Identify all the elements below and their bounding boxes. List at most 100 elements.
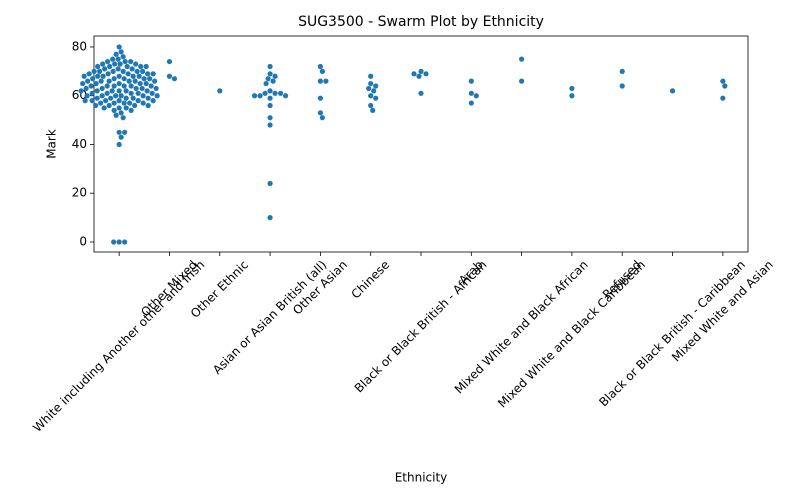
point bbox=[418, 90, 424, 96]
point bbox=[722, 83, 728, 89]
point bbox=[84, 93, 90, 99]
point bbox=[270, 78, 276, 84]
point bbox=[145, 102, 151, 109]
point bbox=[519, 56, 525, 62]
point bbox=[115, 66, 121, 72]
point bbox=[148, 83, 154, 89]
point bbox=[100, 61, 106, 67]
point bbox=[116, 88, 122, 94]
point bbox=[282, 93, 289, 99]
point bbox=[89, 98, 95, 104]
y-tick-label: 0 bbox=[79, 235, 87, 249]
point bbox=[78, 88, 84, 94]
x-axis-label: Ethnicity bbox=[395, 471, 448, 485]
point bbox=[97, 68, 103, 74]
point bbox=[130, 73, 136, 79]
point bbox=[145, 71, 151, 77]
point bbox=[317, 78, 323, 84]
point bbox=[619, 83, 625, 89]
point bbox=[110, 68, 116, 74]
point bbox=[139, 85, 145, 92]
point bbox=[116, 129, 122, 135]
point bbox=[86, 71, 92, 77]
point bbox=[569, 85, 575, 92]
point bbox=[118, 134, 124, 140]
point bbox=[473, 93, 479, 99]
point bbox=[144, 88, 150, 94]
point bbox=[371, 88, 377, 94]
point bbox=[368, 102, 374, 109]
point bbox=[99, 85, 105, 92]
point bbox=[140, 68, 146, 74]
point bbox=[117, 61, 123, 67]
chart-title: SUG3500 - Swarm Plot by Ethnicity bbox=[298, 14, 544, 30]
point bbox=[267, 63, 273, 70]
point bbox=[267, 71, 273, 77]
point bbox=[109, 88, 115, 94]
point bbox=[116, 80, 122, 87]
point bbox=[136, 73, 142, 79]
point bbox=[323, 78, 329, 84]
point bbox=[373, 83, 379, 89]
point bbox=[267, 215, 273, 221]
point bbox=[111, 107, 117, 113]
point bbox=[89, 90, 95, 96]
point bbox=[141, 76, 147, 82]
point bbox=[93, 102, 99, 109]
point bbox=[130, 95, 136, 101]
point bbox=[122, 129, 128, 135]
point bbox=[154, 93, 160, 99]
point bbox=[468, 78, 474, 84]
point bbox=[366, 85, 372, 92]
point bbox=[132, 102, 138, 109]
point bbox=[112, 61, 118, 67]
point bbox=[102, 66, 108, 72]
point bbox=[101, 105, 107, 111]
point bbox=[132, 78, 138, 84]
point bbox=[128, 83, 134, 89]
point bbox=[411, 71, 417, 77]
point bbox=[104, 83, 110, 89]
y-axis-label: Mark bbox=[45, 129, 59, 159]
point bbox=[127, 100, 133, 106]
point bbox=[128, 90, 134, 96]
point bbox=[267, 102, 273, 109]
point bbox=[263, 80, 269, 87]
point bbox=[135, 98, 141, 104]
point bbox=[166, 58, 173, 65]
point bbox=[111, 239, 117, 245]
point bbox=[519, 78, 525, 84]
point bbox=[122, 239, 128, 245]
x-tick-label: Chinese bbox=[348, 258, 392, 302]
point bbox=[116, 98, 122, 104]
point bbox=[106, 78, 112, 84]
point bbox=[150, 71, 156, 77]
point bbox=[95, 63, 101, 70]
point bbox=[120, 54, 126, 60]
point bbox=[319, 115, 325, 121]
point bbox=[416, 73, 422, 79]
point bbox=[140, 93, 146, 99]
y-tick-label: 80 bbox=[72, 39, 87, 53]
point bbox=[108, 95, 114, 101]
point bbox=[91, 68, 97, 74]
point bbox=[90, 76, 96, 82]
point bbox=[133, 85, 139, 92]
point bbox=[124, 63, 130, 70]
point bbox=[128, 58, 134, 65]
point bbox=[171, 76, 178, 82]
point bbox=[720, 95, 726, 101]
point bbox=[121, 100, 127, 106]
point bbox=[277, 90, 284, 96]
point bbox=[126, 78, 132, 84]
point bbox=[143, 63, 149, 70]
point bbox=[373, 95, 379, 101]
point bbox=[267, 95, 273, 101]
point bbox=[217, 88, 223, 94]
point bbox=[82, 98, 88, 104]
point bbox=[116, 141, 122, 148]
point bbox=[118, 49, 124, 55]
point bbox=[267, 88, 273, 94]
point bbox=[423, 71, 429, 77]
point bbox=[368, 93, 374, 99]
